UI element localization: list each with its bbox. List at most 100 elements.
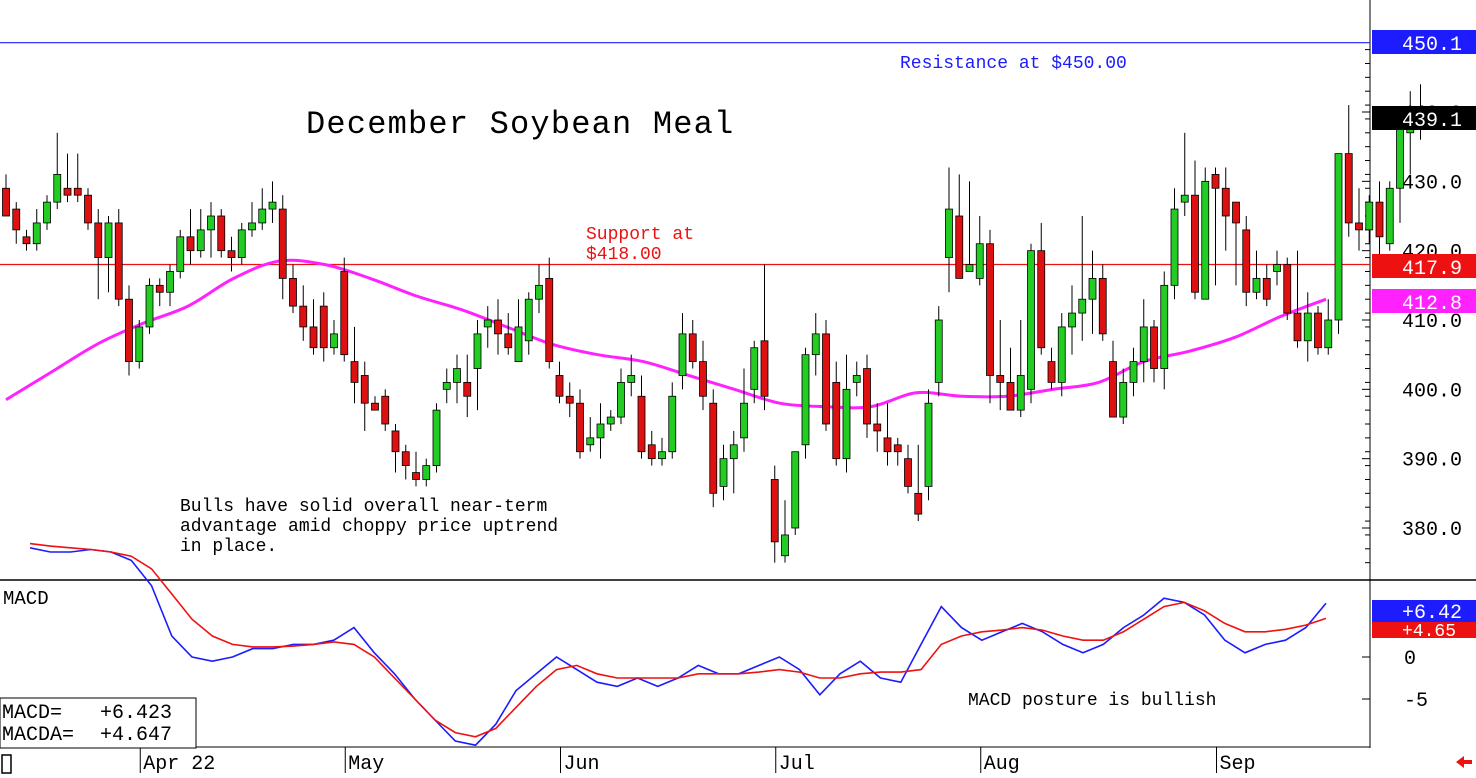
candle-down bbox=[22, 236, 31, 245]
support-label-line2: $418.00 bbox=[586, 245, 662, 265]
candle-down bbox=[986, 243, 994, 376]
candle-down bbox=[1221, 187, 1230, 217]
candle-up bbox=[442, 381, 451, 390]
candle-up bbox=[1139, 326, 1148, 362]
candle-up bbox=[596, 423, 605, 439]
scroll-start-icon[interactable] bbox=[1, 754, 12, 774]
candle-up bbox=[1334, 153, 1343, 321]
moving-average-line bbox=[5, 258, 1327, 410]
macd-panel-title: MACD bbox=[3, 588, 49, 610]
candle-down bbox=[371, 402, 379, 411]
resistance-label: Resistance at $450.00 bbox=[900, 54, 1127, 74]
candle-up bbox=[1057, 326, 1066, 383]
candle-up bbox=[422, 465, 431, 480]
grid-layer bbox=[1365, 49, 1370, 564]
candle-down bbox=[401, 451, 410, 467]
candle-up bbox=[750, 347, 759, 390]
candle-down bbox=[883, 437, 892, 453]
candle-down bbox=[1293, 312, 1302, 342]
candle-up bbox=[1170, 208, 1179, 286]
x-tick-label: Aug bbox=[984, 753, 1020, 776]
level-lines bbox=[0, 42, 1370, 266]
candle-down bbox=[996, 375, 1005, 383]
candle-down bbox=[125, 298, 133, 363]
candle-up bbox=[852, 375, 861, 383]
x-tick-label: May bbox=[348, 753, 384, 776]
candle-up bbox=[801, 354, 810, 446]
candle-down bbox=[893, 444, 902, 453]
candle-up bbox=[1180, 194, 1189, 203]
x-tick-labels: Apr 22 May Jun Jul Aug Sep bbox=[139, 747, 1256, 776]
candle-up bbox=[166, 271, 174, 293]
macd-badge-text: +6.42 bbox=[1402, 602, 1462, 625]
candle-down bbox=[1232, 201, 1240, 224]
candle-down bbox=[12, 208, 21, 231]
candle-down bbox=[904, 458, 912, 487]
candle-up bbox=[668, 395, 677, 453]
candle-up bbox=[934, 319, 943, 383]
candle-down bbox=[278, 208, 287, 279]
candle-up bbox=[924, 402, 933, 487]
candle-up bbox=[1016, 375, 1025, 411]
candle-up bbox=[258, 208, 267, 224]
candle-up bbox=[729, 444, 738, 460]
macda-badge-text: +4.65 bbox=[1402, 622, 1456, 642]
x-tick-label: Jun bbox=[564, 753, 600, 776]
candle-down bbox=[227, 250, 236, 259]
support-badge-text: 417.9 bbox=[1402, 258, 1462, 281]
back-arrow-icon[interactable] bbox=[1456, 756, 1472, 768]
candle-down bbox=[114, 222, 123, 300]
candle-up bbox=[32, 222, 41, 245]
candle-up bbox=[483, 319, 492, 328]
y-tick-label: 390.0 bbox=[1402, 450, 1462, 473]
candle-up bbox=[1088, 277, 1097, 300]
macd-value: +6.423 bbox=[100, 702, 172, 725]
candle-up bbox=[207, 215, 215, 231]
macd-value-box bbox=[0, 697, 197, 749]
candle-up bbox=[678, 333, 687, 376]
candle-up bbox=[945, 208, 953, 258]
macd-badge bbox=[1372, 600, 1476, 622]
candle-down bbox=[2, 187, 10, 217]
candle-down bbox=[1344, 153, 1353, 224]
candle-down bbox=[955, 215, 964, 279]
candle-down bbox=[319, 305, 328, 349]
candle-up bbox=[658, 451, 666, 460]
y-tick-label: 410.0 bbox=[1402, 311, 1462, 334]
candle-up bbox=[196, 229, 205, 252]
chart-title: December Soybean Meal bbox=[306, 106, 734, 143]
candle-up bbox=[1201, 180, 1210, 300]
candle-down bbox=[350, 361, 359, 383]
annotation-line3: in place. bbox=[180, 537, 277, 557]
macda-line bbox=[29, 542, 1327, 738]
candle-down bbox=[1006, 381, 1015, 411]
candle-down bbox=[217, 215, 226, 252]
candle-up bbox=[514, 326, 523, 362]
macda-value: +4.647 bbox=[100, 724, 172, 747]
candle-down bbox=[770, 479, 779, 543]
candle-up bbox=[53, 173, 62, 203]
candle-down bbox=[1037, 250, 1046, 349]
candle-up bbox=[453, 368, 461, 383]
resistance-badge bbox=[1372, 30, 1476, 54]
candle-down bbox=[1150, 326, 1158, 369]
candle-down bbox=[565, 395, 574, 404]
macd-value-label: MACD= bbox=[2, 702, 62, 725]
macd-layer: 0 -5 bbox=[29, 542, 1428, 747]
macd-y-tick-label: 0 bbox=[1404, 648, 1416, 671]
candle-down bbox=[1314, 312, 1322, 349]
candle-up bbox=[740, 402, 748, 439]
candle-up bbox=[1385, 187, 1394, 245]
candles-layer bbox=[2, 84, 1425, 563]
candle-down bbox=[760, 340, 769, 397]
candle-up bbox=[1273, 264, 1281, 272]
candle-down bbox=[863, 368, 871, 425]
x-tick-label: Apr 22 bbox=[143, 753, 215, 776]
candle-down bbox=[186, 236, 195, 252]
candle-up bbox=[1365, 201, 1374, 231]
support-badge bbox=[1372, 254, 1476, 278]
candle-up bbox=[1303, 312, 1312, 342]
y-tick-label: 400.0 bbox=[1402, 380, 1462, 403]
